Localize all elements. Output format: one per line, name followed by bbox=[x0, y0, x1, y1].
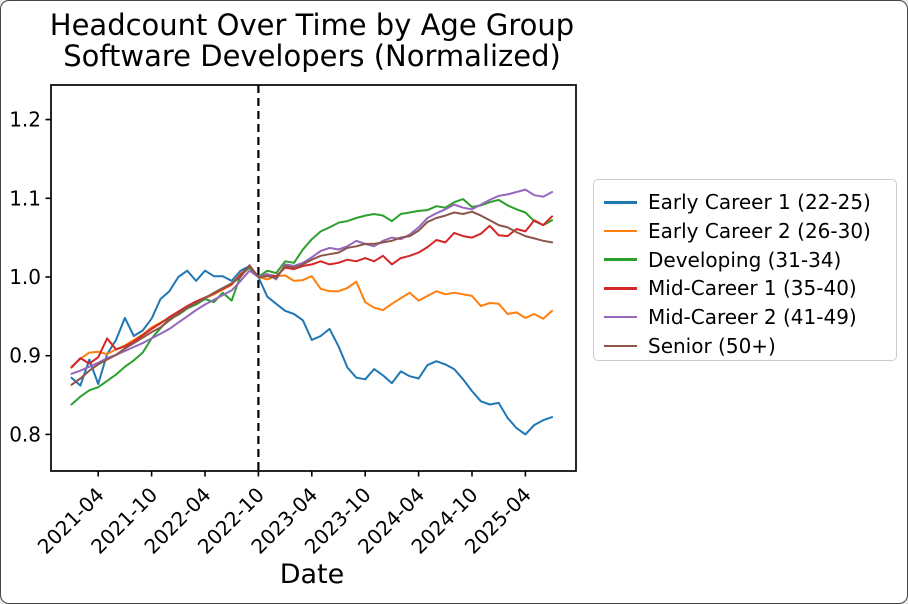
legend-label: Mid-Career 2 (41-49) bbox=[648, 305, 857, 330]
legend-line-swatch bbox=[604, 258, 637, 261]
legend-item-mid-career-1-35-40: Mid-Career 1 (35-40) bbox=[604, 274, 896, 303]
legend-label: Early Career 1 (22-25) bbox=[648, 190, 871, 215]
legend-item-mid-career-2-41-49: Mid-Career 2 (41-49) bbox=[604, 303, 896, 332]
title-block: Headcount Over Time by Age Group Softwar… bbox=[1, 10, 623, 72]
legend-label: Senior (50+) bbox=[648, 333, 776, 358]
x-axis-label: Date bbox=[279, 559, 345, 590]
legend-line-swatch bbox=[604, 201, 637, 204]
legend-label: Mid-Career 1 (35-40) bbox=[648, 276, 857, 301]
legend-line-swatch bbox=[604, 229, 637, 233]
legend: Early Career 1 (22-25) Early Career 2 (26… bbox=[593, 179, 897, 361]
y-tick-label: 0.9 bbox=[9, 344, 41, 368]
legend-line-swatch bbox=[604, 344, 637, 347]
series-line-early-career-1-22-25 bbox=[70, 265, 554, 436]
legend-item-senior-50: Senior (50+) bbox=[604, 331, 896, 360]
legend-item-developing-31-34: Developing (31-34) bbox=[604, 245, 896, 274]
legend-label: Developing (31-34) bbox=[648, 247, 842, 272]
y-tick-label: 1.1 bbox=[9, 186, 41, 210]
legend-line-swatch bbox=[604, 315, 637, 319]
legend-item-early-career-2-26-30: Early Career 2 (26-30) bbox=[604, 217, 896, 246]
series-line-mid-career-1-35-40 bbox=[70, 215, 554, 369]
y-tick-label: 0.8 bbox=[9, 422, 41, 446]
axes-frame bbox=[50, 84, 577, 472]
y-tick-label: 1.2 bbox=[9, 108, 41, 132]
series-line-developing-31-34 bbox=[70, 198, 554, 406]
legend-line-swatch bbox=[604, 287, 637, 290]
series-line-senior-50 bbox=[70, 210, 554, 386]
y-tick-label: 1.0 bbox=[9, 265, 41, 289]
series-line-mid-career-2-41-49 bbox=[70, 188, 554, 375]
series-line-early-career-2-26-30 bbox=[70, 265, 554, 368]
chart-subtitle: Software Developers (Normalized) bbox=[63, 39, 561, 73]
legend-label: Early Career 2 (26-30) bbox=[648, 219, 871, 243]
chart-title: Headcount Over Time by Age Group bbox=[49, 8, 575, 42]
legend-item-early-career-1-22-25: Early Career 1 (22-25) bbox=[604, 188, 896, 217]
